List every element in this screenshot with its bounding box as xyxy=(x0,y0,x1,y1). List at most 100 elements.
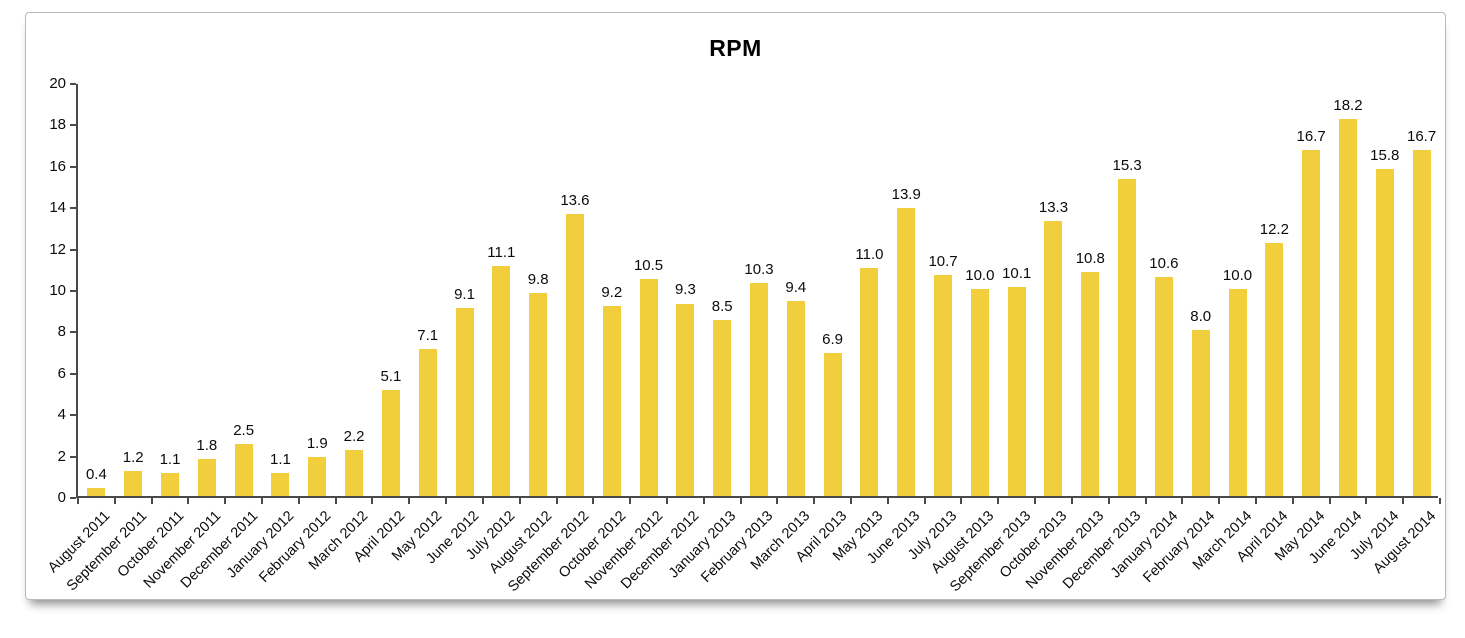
x-axis-tick xyxy=(1328,498,1331,504)
x-axis-tick xyxy=(665,498,668,504)
bar xyxy=(823,353,842,496)
x-axis-tick xyxy=(960,498,963,504)
bar xyxy=(1007,286,1026,496)
bar-value-label: 13.3 xyxy=(1038,198,1069,216)
bar xyxy=(492,266,511,496)
bar xyxy=(197,458,216,496)
bar xyxy=(860,268,879,496)
x-axis-tick xyxy=(113,498,116,504)
bar-value-label: 13.6 xyxy=(560,192,590,210)
bar xyxy=(271,473,290,496)
chart-card: RPM 0 2 4 6 8 10 12 14 16 18 20 0.4 August 2011 1.2 Se… xyxy=(25,12,1446,600)
y-axis-tick xyxy=(70,331,76,334)
y-axis-tick xyxy=(70,414,76,417)
bar-value-label: 16.7 xyxy=(1296,128,1326,146)
y-axis-tick xyxy=(70,124,76,127)
bar-value-label: 6.9 xyxy=(822,331,844,349)
x-axis-tick xyxy=(371,498,374,504)
x-axis-tick xyxy=(224,498,227,504)
x-axis-tick xyxy=(297,498,300,504)
x-axis-tick xyxy=(408,498,411,504)
bar-value-label: 15.3 xyxy=(1112,157,1142,175)
bar xyxy=(1265,243,1284,496)
x-axis-tick xyxy=(1439,498,1441,504)
x-axis-tick xyxy=(776,498,779,504)
bar xyxy=(234,444,253,496)
bar xyxy=(87,487,106,496)
bar-value-label: 13.9 xyxy=(891,186,921,204)
x-axis-tick xyxy=(555,498,558,504)
bar-value-label: 9.8 xyxy=(527,271,549,289)
bar xyxy=(639,278,658,496)
x-axis-tick xyxy=(1181,498,1184,504)
bar-value-label: 10.0 xyxy=(1222,267,1253,284)
y-axis-tick-label: 8 xyxy=(57,323,66,341)
y-axis-tick-label: 12 xyxy=(49,240,66,258)
y-axis-tick-label: 14 xyxy=(49,199,66,217)
bar-value-label: 16.7 xyxy=(1406,128,1437,146)
bar-value-label: 10.6 xyxy=(1149,254,1179,272)
x-axis-tick xyxy=(886,498,889,504)
x-axis-tick xyxy=(629,498,632,504)
bar xyxy=(124,471,143,496)
bar-value-label: 0.4 xyxy=(85,465,107,483)
bar-value-label: 10.8 xyxy=(1075,250,1105,268)
x-axis-tick xyxy=(187,498,190,504)
bar xyxy=(1375,168,1394,496)
bar-value-label: 10.7 xyxy=(928,252,958,270)
y-axis-tick xyxy=(70,372,76,375)
bar-value-label: 5.1 xyxy=(380,368,402,386)
bar-value-label: 2.5 xyxy=(233,422,255,440)
x-axis-tick xyxy=(445,498,448,504)
x-axis-tick xyxy=(813,498,816,504)
x-axis-tick xyxy=(702,498,705,504)
bar xyxy=(455,307,474,496)
bar-value-label: 2.2 xyxy=(343,428,365,446)
y-axis-tick-label: 10 xyxy=(49,282,66,299)
bar-value-label: 15.8 xyxy=(1370,146,1400,164)
bar-value-label: 9.4 xyxy=(785,279,807,297)
y-axis-tick-label: 16 xyxy=(49,157,66,175)
bar-value-label: 11.1 xyxy=(487,244,516,262)
bar-value-label: 7.1 xyxy=(417,327,439,345)
x-axis-tick xyxy=(1402,498,1405,504)
y-axis-tick xyxy=(70,455,76,458)
y-axis-tick-label: 18 xyxy=(49,116,66,134)
bar xyxy=(345,450,364,496)
bar xyxy=(713,320,732,496)
bar-value-label: 10.5 xyxy=(633,256,664,274)
bar-value-label: 10.3 xyxy=(744,260,774,278)
y-axis-tick-label: 0 xyxy=(57,489,66,506)
bar xyxy=(529,293,548,496)
bar-value-label: 1.9 xyxy=(306,434,328,452)
bar xyxy=(970,289,989,496)
bar xyxy=(565,214,584,496)
x-axis-tick xyxy=(1144,498,1147,504)
bar xyxy=(1412,150,1431,496)
bar xyxy=(786,301,805,496)
bar-value-label: 1.1 xyxy=(270,451,291,469)
bar xyxy=(934,274,953,496)
y-axis-tick xyxy=(70,83,76,85)
y-axis-tick xyxy=(70,290,76,292)
bar xyxy=(161,473,180,496)
bar-value-label: 12.2 xyxy=(1259,221,1289,239)
x-axis-tick xyxy=(261,498,264,504)
bar-value-label: 18.2 xyxy=(1333,97,1363,115)
bar xyxy=(676,303,695,496)
bar xyxy=(750,282,768,496)
bar xyxy=(1191,330,1210,496)
bar-value-label: 9.3 xyxy=(674,281,696,299)
bar xyxy=(1302,150,1321,496)
x-axis-tick xyxy=(739,498,742,504)
x-axis-tick xyxy=(1034,498,1037,504)
bar xyxy=(1228,289,1247,496)
x-axis-tick xyxy=(592,498,595,504)
y-axis-tick xyxy=(70,207,76,210)
y-axis-tick-label: 20 xyxy=(49,75,66,92)
x-axis-tick xyxy=(1254,498,1257,504)
x-axis-tick xyxy=(481,498,484,504)
x-axis-tick xyxy=(1365,498,1368,504)
x-axis-tick xyxy=(997,498,1000,504)
bar xyxy=(1044,220,1063,496)
